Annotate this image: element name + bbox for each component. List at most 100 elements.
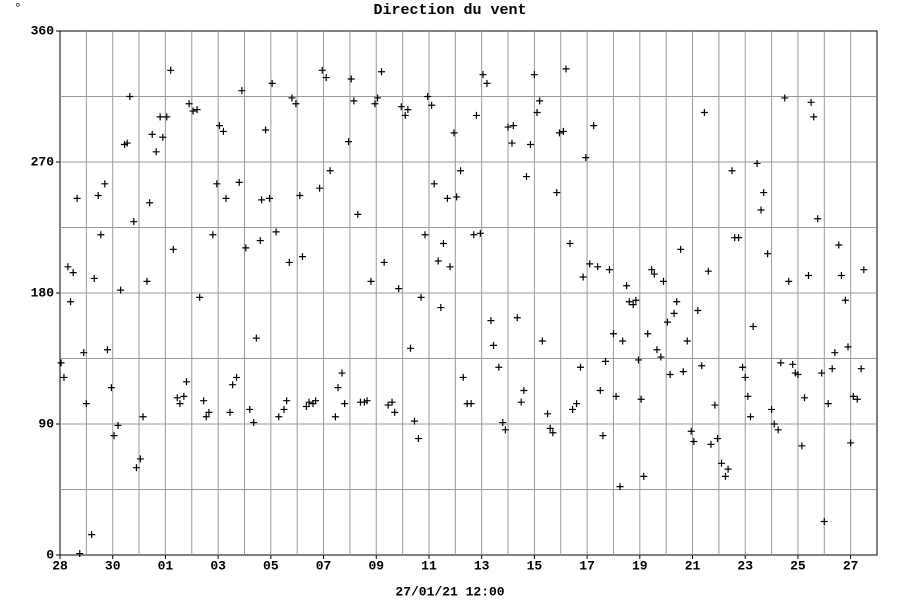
data-point [430,180,438,188]
data-point [841,296,849,304]
data-point [801,394,809,402]
data-point [818,369,826,377]
data-point [860,266,868,274]
data-point [835,241,843,249]
data-point [707,440,715,448]
data-point [690,437,698,445]
data-point [312,397,320,405]
data-point [814,215,822,223]
data-point [183,378,191,386]
unit-label: ° [14,0,22,15]
data-point [605,266,613,274]
data-point [410,417,418,425]
data-point [602,357,610,365]
data-point [683,337,691,345]
data-point [741,373,749,381]
x-tick-label: 01 [158,558,174,573]
data-point [334,384,342,392]
data-point [718,459,726,467]
data-point [176,400,184,408]
data-point [687,427,695,435]
data-point [97,231,105,239]
data-point [579,273,587,281]
data-point [509,122,517,130]
data-point [596,387,604,395]
data-point [94,191,102,199]
x-tick-label: 27 [843,558,859,573]
data-point [721,472,729,480]
y-tick-label: 0 [46,547,54,562]
x-tick-label: 09 [368,558,384,573]
data-point [200,397,208,405]
data-point [501,426,509,434]
data-point [229,381,237,389]
data-point [424,93,432,100]
data-point [268,79,276,87]
data-point [246,405,254,413]
data-point [777,359,785,367]
data-point [490,341,498,349]
data-point [794,371,802,379]
data-point [520,387,528,395]
data-point [219,127,227,135]
data-point [577,363,585,371]
x-tick-label: 23 [737,558,753,573]
data-point [653,346,661,354]
x-tick-label: 19 [632,558,648,573]
data-point [407,344,415,352]
data-point [594,263,602,271]
data-point [114,421,122,429]
data-point [770,420,778,428]
data-point [573,400,581,408]
data-point [302,403,310,411]
data-point [760,189,768,197]
data-point [728,167,736,175]
data-point [657,353,665,361]
data-point [857,365,865,373]
data-point [156,113,164,121]
data-point [849,392,857,400]
data-point [148,130,156,138]
data-point [421,231,429,239]
data-point [679,368,687,376]
data-point [341,400,349,408]
data-point [640,472,648,480]
data-point [698,362,706,370]
data-point [88,531,96,539]
data-point [650,270,658,278]
data-point [487,317,495,325]
data-point [437,304,445,312]
data-point [499,419,507,427]
data-point [371,100,379,108]
data-point [350,97,358,105]
data-point [280,405,288,413]
data-point [275,413,283,421]
data-point [126,93,134,100]
data-point [60,373,68,381]
data-point [619,337,627,345]
data-point [562,65,570,73]
data-point [711,401,719,409]
data-point [345,138,353,146]
data-point [749,322,757,330]
data-point [549,429,557,437]
data-point [677,245,685,253]
data-point [401,111,409,119]
x-axis-label: 27/01/21 12:00 [395,584,504,599]
data-point [559,127,567,135]
data-point [443,194,451,202]
data-point [739,363,747,371]
data-point [757,206,765,214]
data-point [428,101,436,109]
data-point [82,400,90,408]
x-tick-label: 03 [210,558,226,573]
data-point [272,228,280,236]
data-point [459,373,467,381]
data-point [522,173,530,181]
data-point [625,298,633,306]
x-tick-label: 05 [263,558,279,573]
data-point [530,71,538,79]
data-point [768,405,776,413]
data-point [305,398,313,406]
data-point [322,74,330,82]
